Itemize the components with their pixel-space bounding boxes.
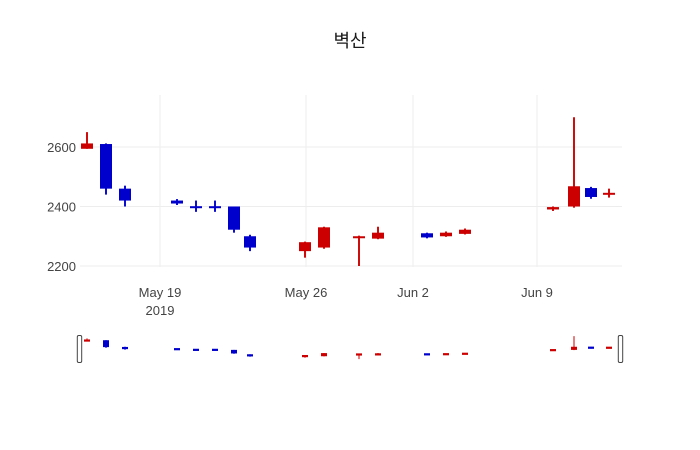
svg-text:Jun 9: Jun 9 <box>521 285 553 300</box>
svg-text:2200: 2200 <box>47 259 76 274</box>
svg-text:2019: 2019 <box>146 303 175 318</box>
svg-text:2400: 2400 <box>47 200 76 215</box>
svg-text:Jun 2: Jun 2 <box>397 285 429 300</box>
svg-text:May 26: May 26 <box>285 285 328 300</box>
svg-text:2600: 2600 <box>47 140 76 155</box>
svg-text:May 19: May 19 <box>139 285 182 300</box>
